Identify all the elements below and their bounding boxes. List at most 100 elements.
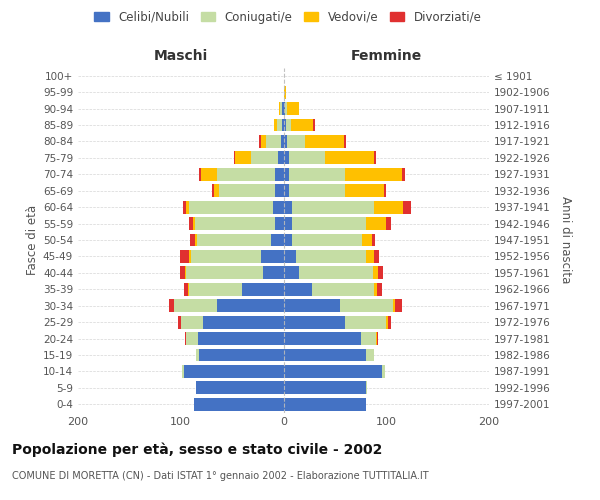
Bar <box>284 316 345 328</box>
Bar <box>186 266 263 280</box>
Bar <box>284 102 287 115</box>
Bar <box>235 152 251 164</box>
Bar <box>266 135 281 148</box>
Bar <box>259 135 261 148</box>
Bar <box>251 152 278 164</box>
Bar <box>189 217 193 230</box>
Bar <box>181 316 203 328</box>
Bar <box>374 200 403 213</box>
Bar <box>286 118 290 132</box>
Bar <box>271 234 284 246</box>
Bar <box>188 283 189 296</box>
Y-axis label: Anni di nascita: Anni di nascita <box>559 196 572 284</box>
Bar <box>401 168 405 180</box>
Bar <box>185 332 186 345</box>
Bar <box>284 348 366 362</box>
Bar <box>284 184 289 197</box>
Bar <box>217 300 284 312</box>
Bar <box>284 86 286 98</box>
Bar <box>180 250 189 263</box>
Bar <box>374 152 376 164</box>
Bar <box>196 348 199 362</box>
Bar <box>261 250 284 263</box>
Bar <box>325 152 374 164</box>
Bar <box>190 234 195 246</box>
Bar <box>261 135 266 148</box>
Bar <box>284 234 292 246</box>
Bar <box>199 348 284 362</box>
Bar <box>185 266 186 280</box>
Bar <box>289 184 345 197</box>
Bar <box>284 152 289 164</box>
Bar <box>305 135 344 148</box>
Bar <box>372 234 375 246</box>
Bar <box>173 300 217 312</box>
Bar <box>275 168 284 180</box>
Bar <box>275 184 284 197</box>
Bar <box>194 398 284 410</box>
Bar <box>290 118 313 132</box>
Bar <box>183 200 186 213</box>
Bar <box>394 300 395 312</box>
Bar <box>275 217 284 230</box>
Bar <box>289 152 325 164</box>
Bar <box>184 283 188 296</box>
Bar <box>274 118 277 132</box>
Bar <box>292 234 362 246</box>
Bar <box>366 217 386 230</box>
Bar <box>292 217 366 230</box>
Bar <box>313 118 316 132</box>
Bar <box>373 266 378 280</box>
Bar <box>377 283 382 296</box>
Bar <box>384 184 386 197</box>
Bar <box>287 102 299 115</box>
Bar <box>284 217 292 230</box>
Bar <box>366 382 367 394</box>
Bar <box>374 250 379 263</box>
Bar <box>284 382 366 394</box>
Bar <box>386 316 388 328</box>
Bar <box>388 316 391 328</box>
Bar <box>169 300 173 312</box>
Bar <box>289 168 345 180</box>
Bar <box>186 332 198 345</box>
Text: Popolazione per età, sesso e stato civile - 2002: Popolazione per età, sesso e stato civil… <box>12 442 382 457</box>
Bar <box>284 118 286 132</box>
Bar <box>284 332 361 345</box>
Bar <box>273 200 284 213</box>
Bar <box>214 184 219 197</box>
Bar <box>340 300 394 312</box>
Bar <box>191 250 261 263</box>
Bar <box>202 168 217 180</box>
Bar <box>197 234 271 246</box>
Bar <box>195 234 197 246</box>
Bar <box>395 300 401 312</box>
Text: COMUNE DI MORETTA (CN) - Dati ISTAT 1° gennaio 2002 - Elaborazione TUTTITALIA.IT: COMUNE DI MORETTA (CN) - Dati ISTAT 1° g… <box>12 471 428 481</box>
Bar <box>299 266 373 280</box>
Bar <box>386 217 391 230</box>
Bar <box>284 168 289 180</box>
Bar <box>382 365 385 378</box>
Bar <box>280 102 283 115</box>
Bar <box>198 332 284 345</box>
Bar <box>378 266 383 280</box>
Bar <box>182 365 184 378</box>
Bar <box>284 365 382 378</box>
Bar <box>189 200 273 213</box>
Bar <box>361 332 376 345</box>
Bar <box>189 250 191 263</box>
Bar <box>283 118 284 132</box>
Bar <box>217 168 275 180</box>
Bar <box>196 382 284 394</box>
Bar <box>278 152 284 164</box>
Text: Femmine: Femmine <box>350 48 422 62</box>
Bar <box>374 283 377 296</box>
Bar <box>284 398 366 410</box>
Bar <box>366 250 374 263</box>
Bar <box>362 234 372 246</box>
Bar <box>312 283 374 296</box>
Bar <box>193 217 195 230</box>
Bar <box>219 184 275 197</box>
Bar <box>345 184 384 197</box>
Bar <box>345 168 401 180</box>
